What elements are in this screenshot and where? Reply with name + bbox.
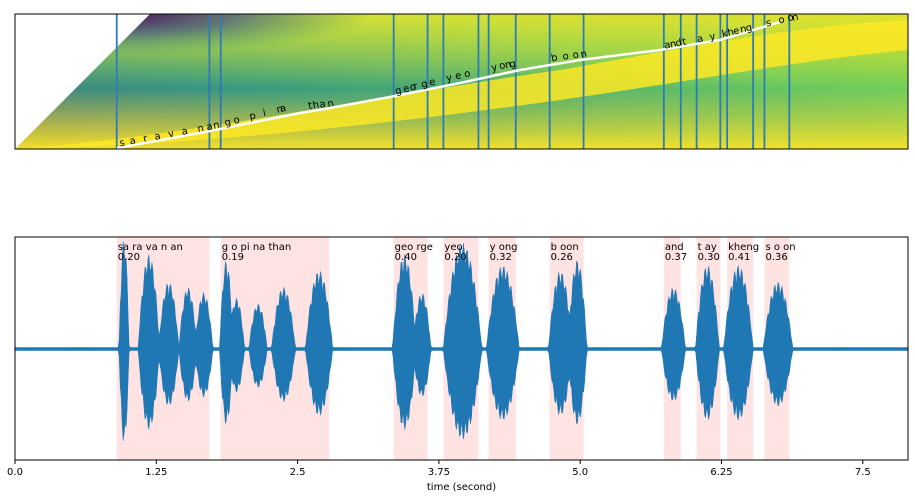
x-tick-label-6: 7.5 bbox=[855, 467, 871, 478]
char-label-49: o bbox=[787, 12, 795, 24]
char-label-5: a bbox=[181, 126, 189, 138]
char-label-28: y bbox=[490, 62, 498, 74]
x-tick-label-1: 1.25 bbox=[145, 467, 167, 478]
char-label-6: n bbox=[196, 123, 204, 135]
char-label-48: o bbox=[777, 14, 785, 26]
char-label-8: n bbox=[212, 120, 220, 132]
char-label-20: e bbox=[402, 83, 410, 95]
word-label-2: geo rge bbox=[395, 242, 433, 253]
char-label-13: n bbox=[276, 104, 284, 116]
boundary-lines bbox=[115, 14, 791, 149]
x-axis: 0.0 1.25 2.5 3.75 5.0 6.25 7.5 bbox=[7, 460, 871, 478]
x-tick-label-3: 3.75 bbox=[428, 467, 450, 478]
char-label-30: n bbox=[504, 59, 512, 71]
char-label-19: g bbox=[394, 85, 403, 97]
char-label-7: a bbox=[206, 121, 214, 133]
word-label-8: kheng bbox=[728, 242, 759, 253]
char-label-38: d bbox=[675, 37, 684, 49]
char-label-40: a bbox=[696, 33, 704, 45]
char-label-14: a bbox=[279, 103, 287, 115]
char-label-43: h bbox=[727, 27, 735, 39]
char-label-44: e bbox=[732, 25, 740, 37]
char-label-12: i bbox=[262, 108, 267, 119]
char-label-29: o bbox=[498, 60, 506, 72]
word-label-3: yeo bbox=[444, 242, 462, 253]
char-label-35: n bbox=[580, 49, 588, 61]
waveform-frame bbox=[14, 236, 909, 461]
word-label-4: y ong bbox=[490, 242, 518, 253]
word-score-2: 0.40 bbox=[395, 252, 417, 263]
char-label-47: s bbox=[765, 18, 772, 30]
word-label-0: sa ra va n an bbox=[118, 242, 183, 253]
alignment-band bbox=[15, 20, 908, 149]
alignment-path bbox=[116, 20, 781, 149]
word-score-9: 0.36 bbox=[765, 252, 787, 263]
char-label-16: h bbox=[312, 99, 320, 111]
char-label-42: k bbox=[721, 28, 729, 40]
char-label-33: o bbox=[562, 51, 570, 63]
heatmap-frame bbox=[14, 13, 909, 150]
char-label-10: o bbox=[233, 115, 241, 127]
word-label-5: b oon bbox=[551, 242, 579, 253]
char-label-31: g bbox=[508, 59, 517, 71]
waveform bbox=[15, 241, 908, 441]
word-label-1: g o pi na than bbox=[222, 242, 292, 253]
char-label-11: p bbox=[248, 111, 257, 123]
char-label-22: r bbox=[412, 81, 419, 93]
char-label-0: s bbox=[118, 137, 125, 149]
char-label-37: n bbox=[669, 39, 677, 51]
x-tick-label-4: 5.0 bbox=[572, 467, 588, 478]
char-label-15: t bbox=[307, 100, 313, 112]
word-score-6: 0.37 bbox=[665, 252, 687, 263]
char-label-18: n bbox=[326, 98, 334, 110]
char-label-36: a bbox=[663, 40, 671, 52]
char-label-27: o bbox=[463, 68, 471, 80]
word-score-4: 0.32 bbox=[490, 252, 512, 263]
word-score-3: 0.20 bbox=[444, 252, 466, 263]
x-axis-label: time (second) bbox=[427, 482, 496, 493]
word-label-7: t ay bbox=[698, 242, 717, 253]
char-label-41: y bbox=[709, 31, 717, 43]
word-score-8: 0.41 bbox=[728, 252, 750, 263]
char-label-17: a bbox=[319, 99, 327, 111]
x-tick-label-2: 2.5 bbox=[290, 467, 306, 478]
x-tick-label-0: 0.0 bbox=[7, 467, 23, 478]
char-label-2: r bbox=[142, 133, 149, 145]
char-label-1: a bbox=[129, 135, 137, 147]
char-label-4: v bbox=[167, 128, 175, 140]
char-label-50: n bbox=[791, 12, 799, 24]
char-label-23: g bbox=[420, 79, 429, 91]
char-label-3: a bbox=[154, 131, 162, 143]
word-score-1: 0.19 bbox=[222, 252, 244, 263]
char-label-25: y bbox=[445, 72, 453, 84]
char-label-32: b bbox=[550, 52, 559, 64]
char-label-21: o bbox=[409, 82, 417, 94]
x-tick-label-5: 6.25 bbox=[710, 467, 732, 478]
word-score-0: 0.20 bbox=[118, 252, 140, 263]
char-label-26: e bbox=[454, 70, 462, 82]
char-label-9: g bbox=[224, 117, 233, 129]
char-label-39: t bbox=[681, 37, 687, 49]
char-label-46: g bbox=[745, 22, 754, 34]
word-score-7: 0.30 bbox=[698, 252, 720, 263]
word-label-6: and bbox=[665, 242, 684, 253]
char-label-34: o bbox=[572, 49, 580, 61]
char-label-45: n bbox=[739, 24, 747, 36]
word-score-5: 0.26 bbox=[551, 252, 573, 263]
word-label-9: s o on bbox=[765, 242, 795, 253]
char-label-24: e bbox=[428, 77, 436, 89]
